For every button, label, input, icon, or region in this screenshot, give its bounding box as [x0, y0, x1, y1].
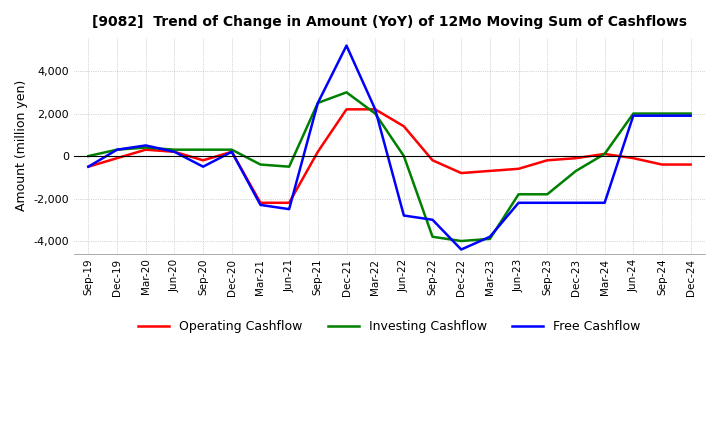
Line: Operating Cashflow: Operating Cashflow: [89, 109, 690, 203]
Investing Cashflow: [342, 90, 351, 95]
Free Cashflow: [141, 143, 150, 148]
Free Cashflow: [629, 113, 638, 118]
Investing Cashflow: [256, 162, 265, 167]
Free Cashflow: [485, 234, 494, 239]
Investing Cashflow: [600, 151, 609, 157]
Free Cashflow: [285, 206, 294, 212]
Operating Cashflow: [313, 149, 322, 154]
Investing Cashflow: [428, 234, 437, 239]
Operating Cashflow: [84, 164, 93, 169]
Free Cashflow: [600, 200, 609, 205]
Free Cashflow: [113, 147, 122, 152]
Investing Cashflow: [457, 238, 466, 244]
Free Cashflow: [543, 200, 552, 205]
Operating Cashflow: [485, 168, 494, 173]
Operating Cashflow: [657, 162, 666, 167]
Operating Cashflow: [113, 155, 122, 161]
Line: Investing Cashflow: Investing Cashflow: [89, 92, 690, 241]
Operating Cashflow: [400, 124, 408, 129]
Operating Cashflow: [342, 106, 351, 112]
Free Cashflow: [428, 217, 437, 222]
Operating Cashflow: [141, 147, 150, 152]
Operating Cashflow: [371, 106, 379, 112]
Operating Cashflow: [600, 151, 609, 157]
Investing Cashflow: [485, 236, 494, 242]
Investing Cashflow: [657, 111, 666, 116]
Free Cashflow: [256, 202, 265, 208]
Free Cashflow: [170, 149, 179, 154]
Operating Cashflow: [428, 158, 437, 163]
Investing Cashflow: [400, 154, 408, 159]
Investing Cashflow: [170, 147, 179, 152]
Free Cashflow: [514, 200, 523, 205]
Operating Cashflow: [170, 149, 179, 154]
Investing Cashflow: [686, 111, 695, 116]
Free Cashflow: [84, 164, 93, 169]
Investing Cashflow: [84, 154, 93, 159]
Free Cashflow: [371, 106, 379, 112]
Title: [9082]  Trend of Change in Amount (YoY) of 12Mo Moving Sum of Cashflows: [9082] Trend of Change in Amount (YoY) o…: [92, 15, 687, 29]
Operating Cashflow: [629, 155, 638, 161]
Operating Cashflow: [199, 158, 207, 163]
Investing Cashflow: [199, 147, 207, 152]
Investing Cashflow: [514, 192, 523, 197]
Free Cashflow: [199, 164, 207, 169]
Free Cashflow: [457, 247, 466, 252]
Investing Cashflow: [572, 168, 580, 173]
Free Cashflow: [572, 200, 580, 205]
Free Cashflow: [657, 113, 666, 118]
Free Cashflow: [686, 113, 695, 118]
Free Cashflow: [342, 43, 351, 48]
Investing Cashflow: [371, 111, 379, 116]
Free Cashflow: [400, 213, 408, 218]
Investing Cashflow: [543, 192, 552, 197]
Operating Cashflow: [686, 162, 695, 167]
Operating Cashflow: [285, 200, 294, 205]
Operating Cashflow: [228, 149, 236, 154]
Operating Cashflow: [457, 170, 466, 176]
Investing Cashflow: [285, 164, 294, 169]
Operating Cashflow: [543, 158, 552, 163]
Y-axis label: Amount (million yen): Amount (million yen): [15, 80, 28, 211]
Line: Free Cashflow: Free Cashflow: [89, 46, 690, 249]
Operating Cashflow: [256, 200, 265, 205]
Investing Cashflow: [228, 147, 236, 152]
Free Cashflow: [228, 149, 236, 154]
Legend: Operating Cashflow, Investing Cashflow, Free Cashflow: Operating Cashflow, Investing Cashflow, …: [133, 315, 646, 338]
Investing Cashflow: [629, 111, 638, 116]
Investing Cashflow: [113, 147, 122, 152]
Investing Cashflow: [313, 100, 322, 106]
Free Cashflow: [313, 100, 322, 106]
Operating Cashflow: [572, 155, 580, 161]
Investing Cashflow: [141, 145, 150, 150]
Operating Cashflow: [514, 166, 523, 172]
